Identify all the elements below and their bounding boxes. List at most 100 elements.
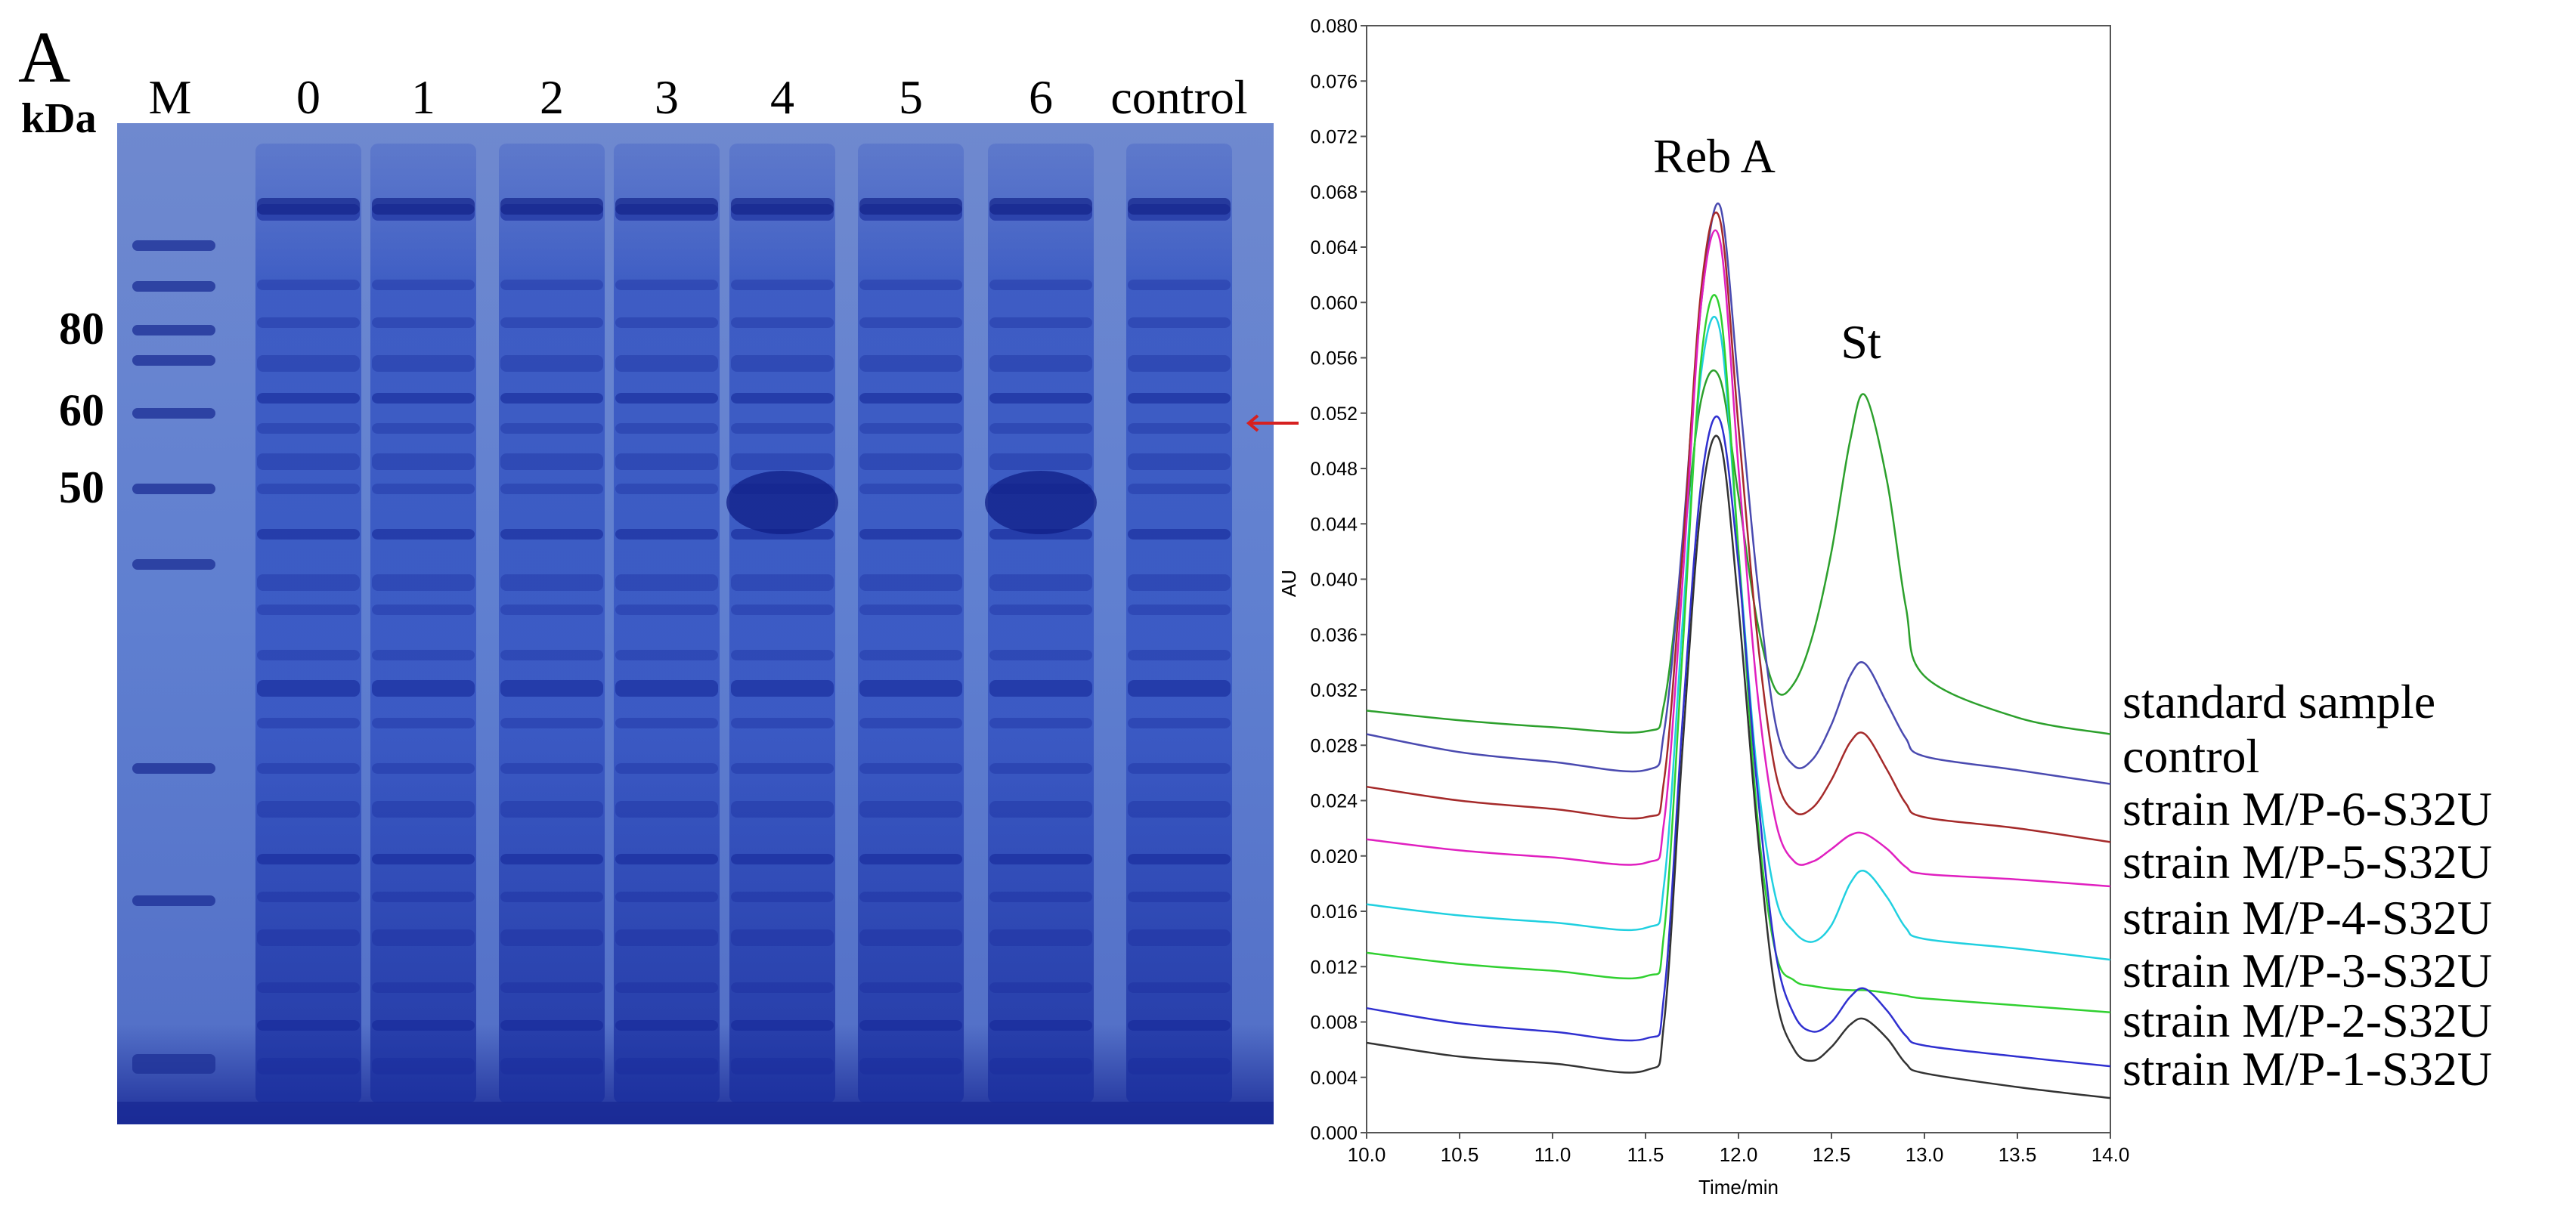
series-line-6: [1366, 415, 2111, 1068]
lane-label-8: control: [1110, 70, 1247, 124]
protein-band: [257, 355, 360, 372]
protein-band: [500, 650, 603, 660]
protein-band: [731, 393, 834, 404]
x-axis: 10.0 10.5 11.0 11.5 12.0 12.5 13.0 13.5 14.0: [1348, 1133, 2129, 1166]
y-tick-label: 0.000: [1310, 1123, 1358, 1144]
protein-band: [1128, 650, 1231, 660]
protein-band: [731, 453, 834, 470]
marker-label-50: 50: [59, 462, 104, 512]
y-tick-label: 0.064: [1310, 237, 1358, 258]
protein-band: [500, 423, 603, 434]
protein-band: [500, 529, 603, 540]
marker-band: [132, 325, 215, 335]
lane-label-7: 6: [1029, 70, 1053, 124]
protein-band: [500, 280, 603, 290]
protein-band: [500, 355, 603, 372]
top-band: [372, 198, 475, 215]
protein-band: [1128, 393, 1231, 404]
protein-band: [257, 574, 360, 591]
legend-entry-2: strain M/P-6-S32U: [2122, 782, 2492, 836]
legend-entry-3: strain M/P-5-S32U: [2122, 835, 2492, 889]
protein-band: [615, 650, 718, 660]
protein-band: [1128, 854, 1231, 864]
y-tick-label: 0.008: [1310, 1013, 1358, 1034]
protein-band: [1128, 680, 1231, 697]
protein-band: [1128, 355, 1231, 372]
protein-band: [615, 574, 718, 591]
y-tick-label: 0.024: [1310, 791, 1358, 812]
protein-band: [731, 763, 834, 774]
top-band: [731, 198, 834, 215]
series-line-3: [1366, 229, 2111, 888]
lane-label-3: 2: [540, 70, 564, 124]
protein-band: [372, 280, 475, 290]
protein-band: [731, 574, 834, 591]
protein-band: [257, 423, 360, 434]
top-band: [1128, 198, 1231, 215]
protein-band: [372, 423, 475, 434]
protein-band: [859, 854, 962, 864]
protein-band: [615, 763, 718, 774]
x-tick-label: 13.0: [1906, 1143, 1944, 1166]
protein-band: [989, 718, 1092, 728]
top-band: [615, 198, 718, 215]
protein-band: [500, 854, 603, 864]
y-tick-label: 0.044: [1310, 514, 1358, 535]
protein-band: [859, 801, 962, 818]
protein-band: [615, 280, 718, 290]
protein-band: [1128, 280, 1231, 290]
protein-band: [257, 280, 360, 290]
protein-band: [859, 355, 962, 372]
protein-band: [257, 680, 360, 697]
protein-band: [1128, 929, 1231, 946]
protein-band: [989, 317, 1092, 328]
protein-band: [257, 317, 360, 328]
protein-band: [615, 929, 718, 946]
protein-band: [257, 854, 360, 864]
y-tick-label: 0.060: [1310, 292, 1358, 314]
protein-band: [859, 982, 962, 993]
protein-band: [731, 423, 834, 434]
protein-band: [372, 529, 475, 540]
protein-band: [1128, 718, 1231, 728]
y-tick-label: 0.056: [1310, 348, 1358, 370]
protein-band: [257, 929, 360, 946]
protein-band: [731, 982, 834, 993]
protein-band: [615, 453, 718, 470]
protein-band: [731, 680, 834, 697]
protein-band: [372, 718, 475, 728]
protein-band: [989, 604, 1092, 615]
protein-band: [731, 317, 834, 328]
protein-band: [1128, 892, 1231, 902]
y-tick-label: 0.016: [1310, 901, 1358, 923]
y-tick-label: 0.028: [1310, 735, 1358, 756]
protein-band: [859, 1020, 962, 1031]
protein-band: [859, 680, 962, 697]
protein-band: [372, 929, 475, 946]
marker-band: [132, 355, 215, 366]
y-tick-label: 0.036: [1310, 625, 1358, 646]
protein-band: [1128, 317, 1231, 328]
x-axis-label: Time/min: [1698, 1176, 1779, 1198]
protein-band: [859, 484, 962, 494]
panel-a-gel: A kDa M 0 1 2 3 4 5 6 control 80 60 50: [18, 17, 1299, 1124]
protein-band: [372, 393, 475, 404]
protein-band: [500, 604, 603, 615]
protein-band: [859, 393, 962, 404]
marker-band: [132, 240, 215, 251]
gel-lanes: [132, 144, 1232, 1103]
protein-band: [372, 763, 475, 774]
plot-frame: [1366, 25, 2111, 1133]
protein-band: [500, 763, 603, 774]
y-tick-label: 0.068: [1310, 182, 1358, 203]
peak-label-st: St: [1841, 315, 1881, 369]
protein-band: [615, 484, 718, 494]
protein-band: [615, 680, 718, 697]
lane-label-4: 3: [655, 70, 679, 124]
protein-band: [500, 801, 603, 818]
lane-label-1: 0: [296, 70, 320, 124]
marker-band: [132, 408, 215, 419]
y-tick-label: 0.052: [1310, 404, 1358, 425]
